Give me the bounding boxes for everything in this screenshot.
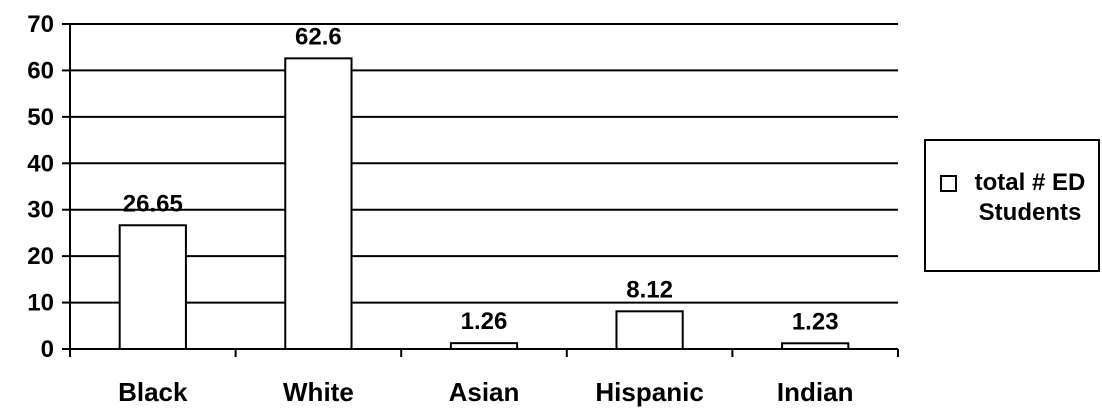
y-tick-label-10: 10 xyxy=(27,290,54,317)
data-labels: 26.65 62.6 1.26 8.12 1.23 xyxy=(123,23,839,335)
legend-label-line1: total # ED xyxy=(974,169,1086,196)
x-label-hispanic: Hispanic xyxy=(595,377,703,407)
legend-label: total # ED Students xyxy=(960,168,1100,228)
y-tick-label-20: 20 xyxy=(27,243,54,270)
data-label-hispanic: 8.12 xyxy=(626,276,673,303)
y-tick-label-30: 30 xyxy=(27,197,54,224)
legend-label-line2: Students xyxy=(978,199,1082,226)
y-tick-labels: 0 10 20 30 40 50 60 70 xyxy=(27,11,54,363)
x-label-asian: Asian xyxy=(449,377,520,407)
bars xyxy=(118,57,850,350)
data-label-indian: 1.23 xyxy=(792,308,839,335)
y-tick-label-0: 0 xyxy=(41,336,54,363)
x-label-white: White xyxy=(283,377,354,407)
data-label-black: 26.65 xyxy=(123,190,183,217)
gridlines xyxy=(70,23,898,304)
legend-swatch xyxy=(940,175,957,192)
x-category-labels: Black White Asian Hispanic Indian xyxy=(118,377,853,407)
legend: total # ED Students xyxy=(924,139,1100,272)
bar-white xyxy=(284,57,353,350)
y-tick-label-70: 70 xyxy=(27,11,54,38)
y-tick-label-60: 60 xyxy=(27,57,54,84)
x-label-indian: Indian xyxy=(777,377,854,407)
axes xyxy=(62,23,899,357)
bar-black xyxy=(118,224,187,350)
data-label-white: 62.6 xyxy=(295,23,342,50)
bar-hispanic xyxy=(615,310,684,350)
data-label-asian: 1.26 xyxy=(461,308,508,335)
y-tick-label-50: 50 xyxy=(27,104,54,131)
x-label-black: Black xyxy=(118,377,188,407)
y-tick-label-40: 40 xyxy=(27,150,54,177)
